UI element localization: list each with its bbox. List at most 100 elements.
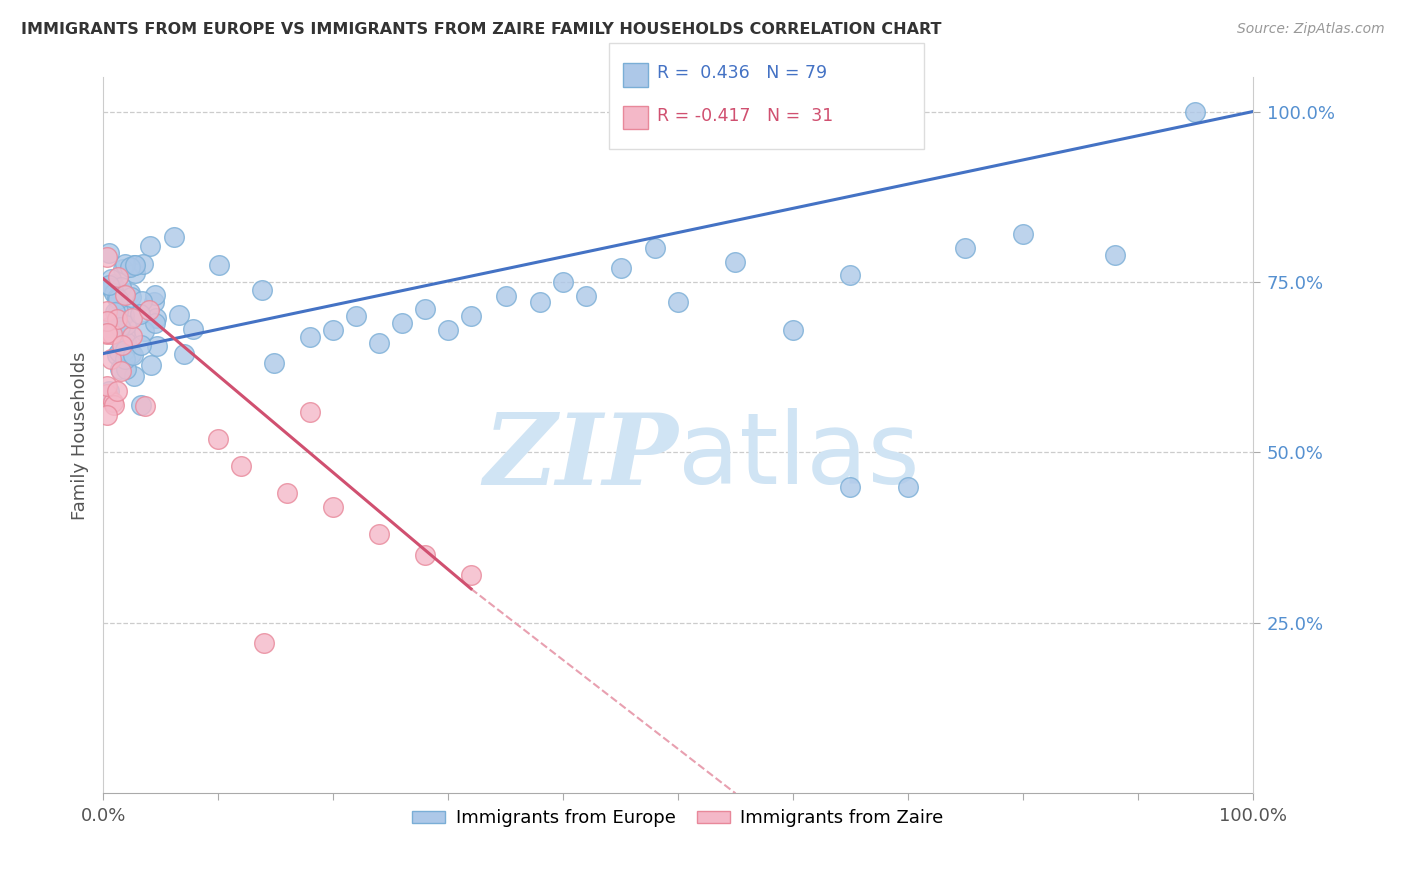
Point (103, 398, 125, 412)
Point (413, 548, 436, 562)
Point (114, 343, 136, 358)
Point (299, 329, 322, 343)
Point (110, 280, 132, 294)
Point (131, 337, 153, 351)
Point (105, 348, 128, 362)
Point (132, 257, 155, 271)
Point (100, 352, 122, 367)
Point (96, 326, 118, 341)
Point (1012, 227, 1035, 242)
Point (118, 260, 141, 275)
Point (609, 261, 631, 276)
Point (129, 398, 152, 412)
Point (575, 288, 598, 302)
Point (121, 310, 143, 325)
Text: Source: ZipAtlas.com: Source: ZipAtlas.com (1237, 22, 1385, 37)
Point (208, 258, 231, 272)
Point (551, 275, 574, 289)
Point (253, 636, 276, 650)
Point (107, 270, 129, 285)
Point (97, 319, 120, 334)
Point (115, 318, 138, 333)
Point (138, 303, 160, 318)
Point (162, 230, 184, 244)
Point (276, 486, 298, 500)
Point (96, 408, 118, 422)
Point (112, 261, 135, 276)
Point (495, 288, 517, 302)
Point (322, 500, 344, 514)
Point (897, 479, 920, 493)
Point (97, 384, 120, 398)
Point (437, 323, 460, 337)
Point (108, 362, 131, 376)
Point (460, 309, 482, 323)
Point (103, 277, 125, 291)
Point (143, 294, 166, 309)
Point (1184, 104, 1206, 119)
Point (108, 319, 131, 334)
Point (368, 527, 391, 541)
Point (111, 338, 134, 352)
Point (121, 328, 143, 343)
Point (139, 358, 162, 372)
Point (96, 387, 118, 401)
Point (839, 268, 862, 282)
Point (107, 303, 129, 318)
Point (103, 286, 125, 301)
Point (108, 345, 131, 359)
Point (391, 316, 413, 330)
Point (100, 281, 122, 295)
Point (145, 311, 167, 326)
Point (96, 326, 118, 340)
Point (368, 336, 391, 351)
Point (107, 292, 129, 306)
Point (134, 399, 156, 413)
Point (263, 356, 285, 370)
Point (1104, 248, 1126, 262)
Point (114, 361, 136, 376)
Point (229, 459, 252, 474)
Point (181, 322, 204, 336)
Point (114, 288, 136, 302)
Point (724, 254, 747, 268)
Point (122, 369, 145, 384)
Point (169, 308, 191, 322)
Point (105, 312, 128, 326)
Point (105, 384, 128, 399)
Point (782, 323, 804, 337)
Point (97, 277, 120, 292)
Point (96, 379, 118, 393)
Y-axis label: Family Households: Family Households (72, 351, 89, 520)
Point (322, 323, 344, 337)
Point (299, 404, 322, 418)
Point (138, 239, 160, 253)
Text: atlas: atlas (678, 409, 920, 506)
Point (96, 313, 118, 327)
Point (114, 326, 136, 341)
Text: R =  0.436   N = 79: R = 0.436 N = 79 (657, 64, 827, 82)
Point (344, 309, 367, 323)
Text: ZIP: ZIP (484, 409, 678, 505)
Point (529, 295, 551, 310)
Point (120, 290, 142, 304)
Point (129, 307, 152, 321)
Point (955, 241, 977, 255)
Point (118, 285, 141, 300)
Point (143, 316, 166, 330)
Point (173, 347, 195, 361)
Point (122, 258, 145, 272)
Point (114, 257, 136, 271)
Point (460, 568, 482, 582)
Point (644, 241, 666, 255)
Point (143, 288, 166, 302)
Point (104, 304, 127, 318)
Point (124, 258, 146, 272)
Point (120, 347, 142, 361)
Point (132, 324, 155, 338)
Point (124, 266, 146, 280)
Point (146, 339, 169, 353)
Point (101, 327, 124, 342)
Point (839, 479, 862, 493)
Point (666, 295, 689, 310)
